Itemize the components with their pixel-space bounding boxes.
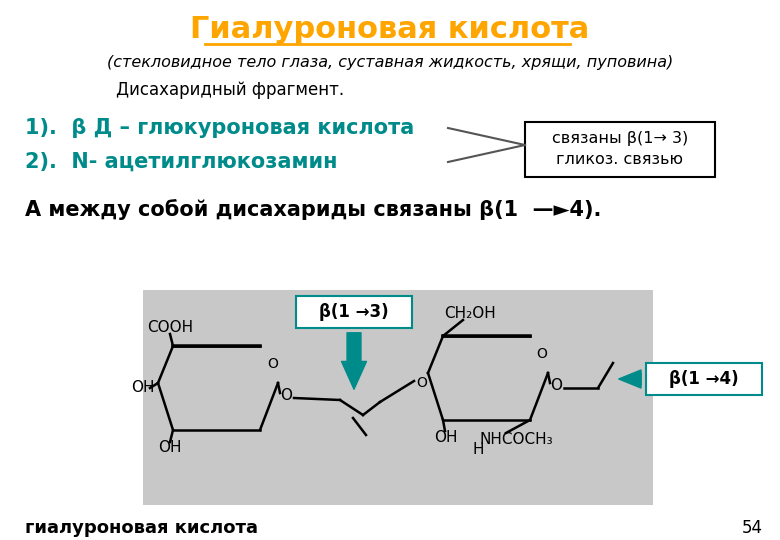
Text: O: O [280,388,292,403]
Text: NHCOCH₃: NHCOCH₃ [479,433,553,448]
FancyBboxPatch shape [525,122,715,177]
Text: OH: OH [131,381,154,395]
Text: Гиалуроновая кислота: Гиалуроновая кислота [190,16,590,44]
Text: O: O [537,347,548,361]
FancyBboxPatch shape [646,363,762,395]
Text: гиалуроновая кислота: гиалуроновая кислота [25,519,258,537]
FancyBboxPatch shape [143,290,653,505]
FancyBboxPatch shape [296,296,412,328]
Text: связаны β(1→ 3): связаны β(1→ 3) [552,132,688,146]
FancyArrowPatch shape [619,370,641,388]
Text: β(1 →4): β(1 →4) [669,370,739,388]
Text: Дисахаридный фрагмент.: Дисахаридный фрагмент. [116,81,344,99]
FancyArrowPatch shape [342,333,367,389]
Text: β(1 →3): β(1 →3) [319,303,388,321]
Text: CH₂OH: CH₂OH [444,306,496,321]
Text: 1).  β Д – глюкуроновая кислота: 1). β Д – глюкуроновая кислота [25,118,414,138]
Text: O: O [268,357,278,371]
Text: OH: OH [434,430,458,445]
Text: O: O [417,376,427,390]
Text: H: H [472,442,484,457]
Text: O: O [550,379,562,394]
Text: OH: OH [158,441,182,456]
Text: гликоз. связью: гликоз. связью [556,152,683,166]
Text: 2).  N- ацетилглюкозамин: 2). N- ацетилглюкозамин [25,152,338,172]
Text: COOH: COOH [147,321,193,335]
Text: (стекловидное тело глаза, суставная жидкость, хрящи, пуповина): (стекловидное тело глаза, суставная жидк… [107,56,673,71]
Text: А между собой дисахариды связаны β(1  —►4).: А между собой дисахариды связаны β(1 —►4… [25,199,601,220]
Text: 54: 54 [742,519,763,537]
